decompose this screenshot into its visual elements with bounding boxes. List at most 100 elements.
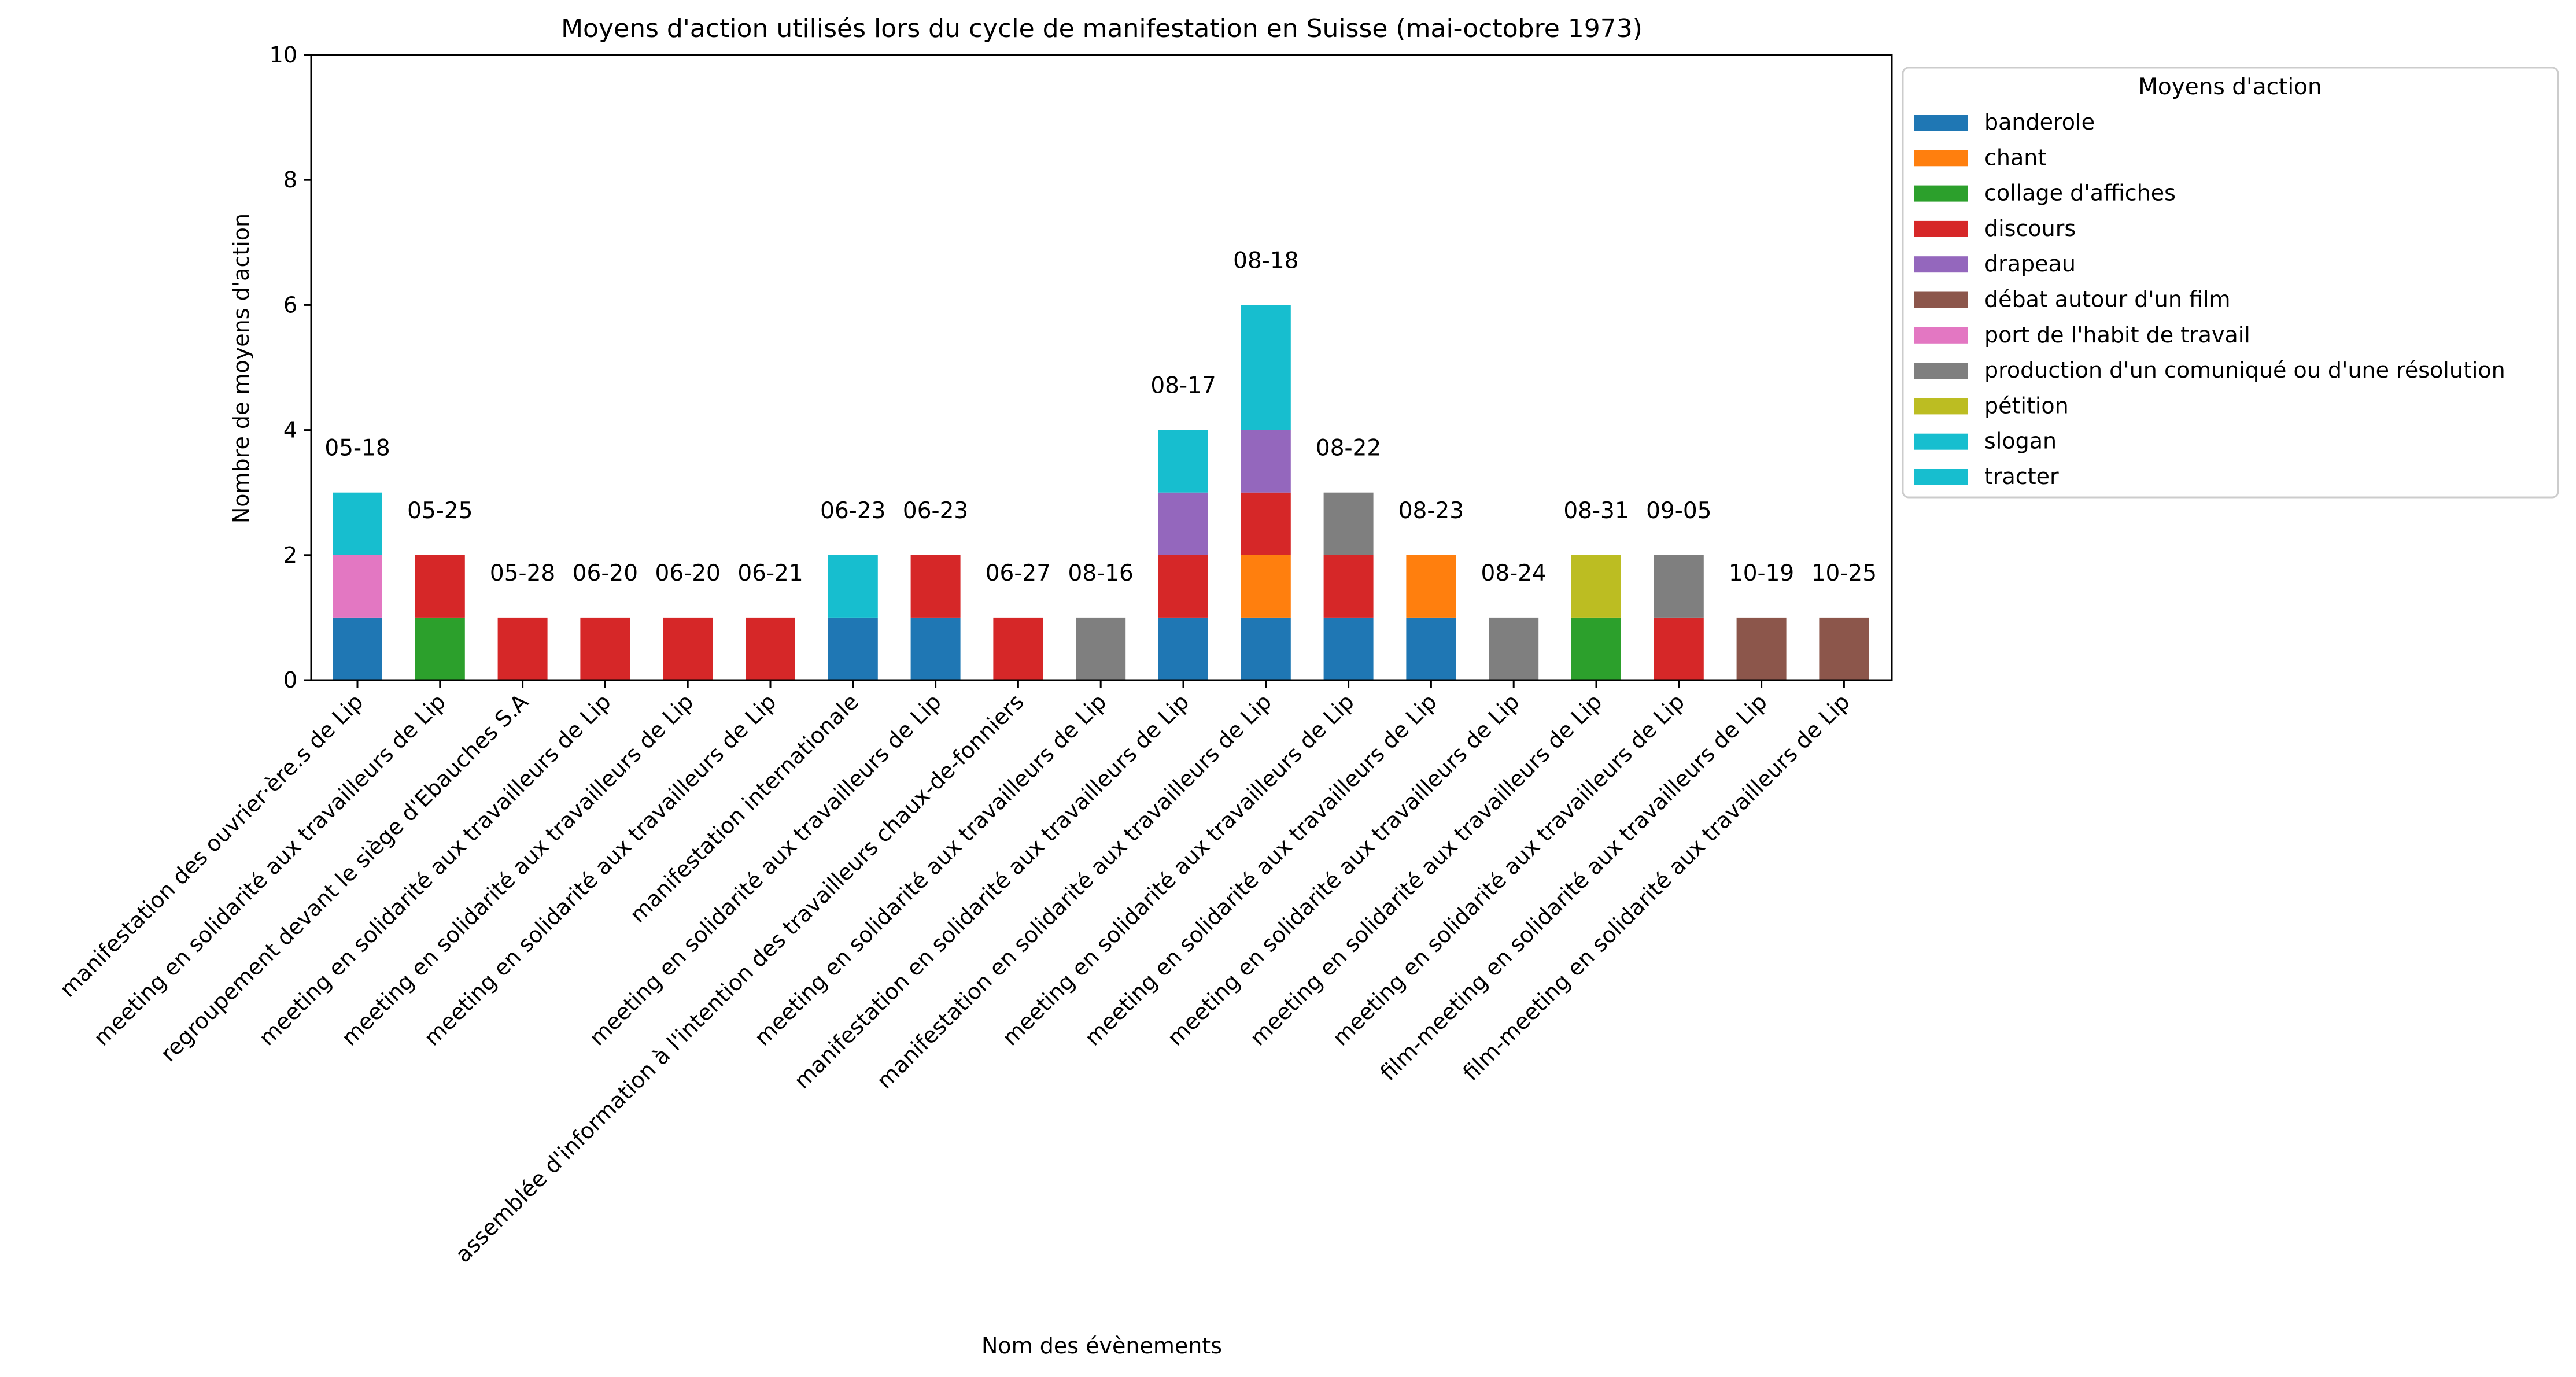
legend-label-discours: discours <box>1984 216 2076 241</box>
bar-segment-collage-d-affiches <box>415 617 465 680</box>
bar-segment-discours <box>1158 555 1208 618</box>
legend-swatch-drapeau <box>1914 256 1968 273</box>
bar-date-label: 05-28 <box>490 560 555 586</box>
bar-segment-discours <box>746 617 795 680</box>
bar-segment-petition <box>1571 555 1621 618</box>
bar-segment-chant <box>1241 555 1291 618</box>
bar-date-label: 08-18 <box>1233 248 1298 274</box>
bar-segment-banderole <box>828 617 878 680</box>
legend-label-banderole: banderole <box>1984 109 2095 135</box>
bar-segment-discours <box>1241 492 1291 555</box>
x-tick-label: manifestation en solidarité aux travaill… <box>872 689 1276 1094</box>
y-tick-label: 4 <box>283 418 297 443</box>
legend-label-production-d-un-comunique-ou-d-une-resolution: production d'un comuniqué ou d'une résol… <box>1984 357 2505 383</box>
y-tick-label: 10 <box>270 42 297 68</box>
legend-label-tracter: tracter <box>1984 464 2059 489</box>
y-tick-label: 0 <box>283 667 297 693</box>
bar-date-label: 08-31 <box>1563 498 1629 524</box>
legend-swatch-collage-d-affiches <box>1914 185 1968 202</box>
bar-segment-collage-d-affiches <box>1571 617 1621 680</box>
bar-date-label: 08-23 <box>1398 498 1464 524</box>
x-tick-label: manifestation en solidarité aux travaill… <box>789 689 1194 1094</box>
bar-date-label: 05-18 <box>324 435 390 462</box>
plot-frame <box>310 54 1893 681</box>
bar-segment-banderole <box>1323 617 1374 680</box>
bar-segment-production-d-un-comunique-ou-d-une-resolution <box>1076 617 1126 680</box>
bar-labels: 05-18 05-25 05-28 06-20 06-20 06-21 06-23 06-23… <box>324 248 1877 586</box>
legend-swatch-debat-autour-d-un-film <box>1914 291 1968 308</box>
bar-segment-debat-autour-d-un-film <box>1736 617 1787 680</box>
bar-segment-drapeau <box>1158 492 1208 555</box>
bar-segment-slogan <box>1241 367 1291 430</box>
bar-segment-discours <box>497 617 548 680</box>
legend-swatch-slogan <box>1914 433 1968 450</box>
bar-segment-port-de-l-habit-de-travail <box>333 555 382 618</box>
legend-swatch-production-d-un-comunique-ou-d-une-resolution <box>1914 363 1968 379</box>
bar-segment-discours <box>1323 555 1374 618</box>
y-tick-label: 8 <box>283 167 297 193</box>
legend-swatch-discours <box>1914 220 1968 237</box>
bar-date-label: 08-22 <box>1316 435 1381 462</box>
bar-segment-banderole <box>333 617 382 680</box>
bar-date-label: 08-17 <box>1150 373 1216 399</box>
bar-segment-banderole <box>910 617 961 680</box>
bar-date-label: 06-23 <box>820 498 885 524</box>
bar-segment-tracter <box>1241 305 1291 368</box>
x-axis-label: Nom des évènements <box>981 1333 1222 1358</box>
bar-segment-banderole <box>1406 617 1456 680</box>
bars-layer <box>333 305 1869 680</box>
bar-segment-banderole <box>1158 617 1208 680</box>
bar-segment-discours <box>1654 617 1704 680</box>
bar-date-label: 06-20 <box>655 560 721 586</box>
x-tick-label: manifestation des ouvrier·ère.s de Lip <box>55 689 368 1002</box>
legend-label-chant: chant <box>1984 145 2046 170</box>
legend-label-petition: pétition <box>1984 393 2069 418</box>
legend-items: banderole chant collage d'affiches discours… <box>1914 109 2505 489</box>
bar-segment-production-d-un-comunique-ou-d-une-resolution <box>1654 555 1704 618</box>
bar-segment-slogan <box>333 492 382 555</box>
chart-title: Moyens d'action utilisés lors du cycle d… <box>561 14 1643 43</box>
bar-segment-debat-autour-d-un-film <box>1819 617 1869 680</box>
bar-segment-discours <box>663 617 713 680</box>
x-tick-label: film-meeting en solidarité aux travaille… <box>1375 689 1772 1086</box>
x-ticks: manifestation des ouvrier·ère.s de Lipme… <box>55 680 1855 1267</box>
legend-label-drapeau: drapeau <box>1984 251 2076 276</box>
legend-swatch-port-de-l-habit-de-travail <box>1914 327 1968 344</box>
bar-date-label: 05-25 <box>407 498 473 524</box>
bar-date-label: 08-24 <box>1481 560 1547 586</box>
bar-segment-banderole <box>1241 617 1291 680</box>
y-tick-label: 2 <box>283 542 297 568</box>
y-ticks: 0 2 4 6 8 10 <box>270 42 311 693</box>
x-tick-label: film-meeting en solidarité aux travaille… <box>1458 689 1855 1086</box>
bar-segment-production-d-un-comunique-ou-d-une-resolution <box>1489 617 1539 680</box>
bar-segment-discours <box>580 617 630 680</box>
y-axis-label: Nombre de moyens d'action <box>228 213 254 523</box>
legend-swatch-petition <box>1914 398 1968 415</box>
bar-date-label: 06-27 <box>986 560 1051 586</box>
legend-title: Moyens d'action <box>2138 74 2322 100</box>
bar-segment-discours <box>415 555 465 618</box>
bar-segment-discours <box>910 555 961 618</box>
bar-date-label: 09-05 <box>1646 498 1711 524</box>
bar-segment-production-d-un-comunique-ou-d-une-resolution <box>1323 492 1374 555</box>
bar-date-label: 10-19 <box>1729 560 1794 586</box>
bar-date-label: 06-23 <box>903 498 968 524</box>
legend-label-slogan: slogan <box>1984 429 2057 454</box>
legend-swatch-tracter <box>1914 469 1968 485</box>
bar-date-label: 10-25 <box>1811 560 1877 586</box>
legend-label-collage-d-affiches: collage d'affiches <box>1984 180 2176 206</box>
legend-label-port-de-l-habit-de-travail: port de l'habit de travail <box>1984 322 2250 348</box>
legend-swatch-chant <box>1914 150 1968 167</box>
legend-label-debat-autour-d-un-film: débat autour d'un film <box>1984 287 2231 312</box>
legend: Moyens d'action banderole chant collage d'… <box>1902 67 2559 499</box>
bar-segment-slogan <box>828 555 878 618</box>
y-tick-label: 6 <box>283 292 297 318</box>
legend-frame <box>1902 67 2559 499</box>
bar-date-label: 06-20 <box>573 560 638 586</box>
bar-segment-slogan <box>1158 430 1208 493</box>
bar-segment-chant <box>1406 555 1456 618</box>
bar-segment-drapeau <box>1241 430 1291 493</box>
bar-segment-discours <box>993 617 1043 680</box>
legend-swatch-banderole <box>1914 115 1968 131</box>
